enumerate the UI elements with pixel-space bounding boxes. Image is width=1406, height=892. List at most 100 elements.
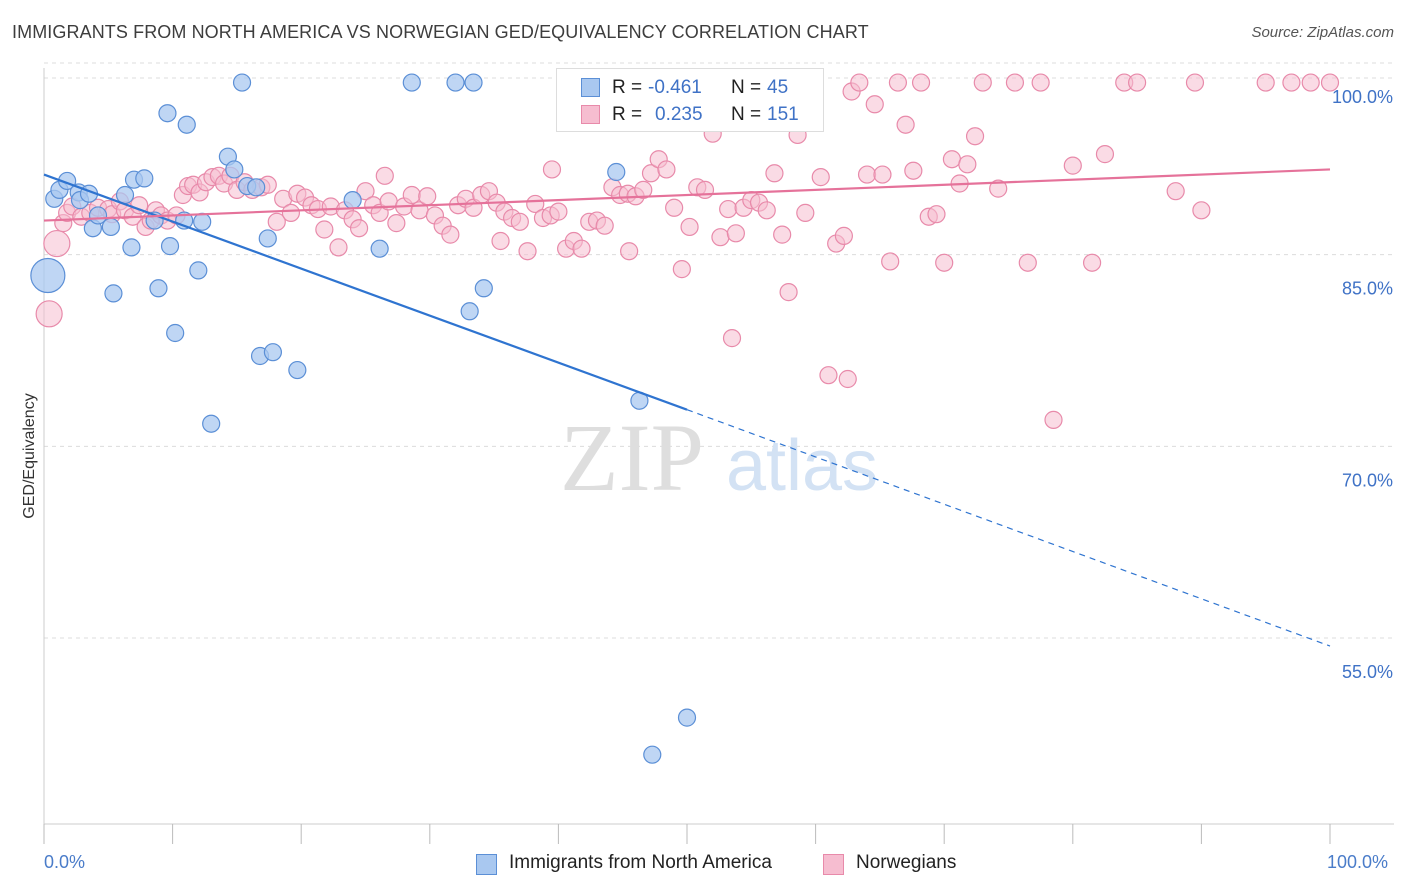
chart-title: IMMIGRANTS FROM NORTH AMERICA VS NORWEGI… [12, 22, 869, 42]
norwegians-point [491, 231, 510, 251]
norwegians-point [850, 73, 869, 92]
norwegians-point [896, 115, 915, 134]
norwegians-point [542, 160, 562, 179]
norwegians-point [1127, 73, 1147, 92]
norwegians-point [518, 242, 537, 261]
y-tick-label: 100.0% [1332, 87, 1393, 107]
norwegians-point [722, 329, 742, 348]
norwegians-point [510, 212, 529, 231]
north-america-point [177, 115, 196, 134]
norwegians-point [1018, 253, 1037, 272]
norwegians-point [779, 283, 798, 302]
norwegians-point [657, 160, 676, 179]
norwegians-point [402, 185, 421, 205]
norwegians-point [1063, 156, 1082, 175]
north-america-point [232, 73, 252, 92]
north-america-point [677, 708, 697, 727]
legend-r-label: R = [612, 104, 643, 125]
legend-n-value: 45 [767, 77, 789, 98]
norwegians-point [680, 217, 699, 237]
north-america-point [160, 237, 180, 256]
norwegians-point [526, 194, 545, 214]
watermark-atlas: atlas [726, 426, 878, 506]
norwegians-point [965, 127, 985, 146]
north-america-point [193, 212, 212, 231]
north-america-point [464, 73, 483, 92]
watermark-zip: ZIP [560, 404, 704, 511]
norwegians-point [387, 214, 406, 233]
norwegians-point [1256, 73, 1275, 92]
north-america-point [122, 238, 141, 257]
norwegians-point [958, 155, 977, 174]
norwegians-point [819, 366, 838, 385]
norwegians-point [672, 260, 691, 279]
north-america-point [263, 343, 283, 362]
north-america-point [149, 279, 168, 298]
norwegians-point [942, 150, 962, 169]
norwegians-point [773, 225, 792, 244]
grid-lines [44, 62, 1394, 639]
norwegians-point [1095, 145, 1115, 164]
norwegians-point [796, 203, 815, 222]
norwegians-point [726, 224, 745, 243]
norwegians-point [1082, 253, 1102, 272]
norwegians-point [349, 219, 369, 238]
north-america-point [643, 745, 662, 764]
norwegians-point [665, 198, 684, 217]
norwegians-trend-line [43, 168, 1331, 222]
norwegians-point [329, 238, 348, 257]
norwegians-point [620, 242, 639, 261]
norwegians-point [935, 253, 954, 272]
norwegians-point [1044, 410, 1063, 429]
norwegians-point [989, 179, 1008, 198]
norwegians-point [1166, 182, 1185, 201]
north-america-point [88, 206, 108, 225]
north-america-points [30, 73, 697, 764]
source-label: Source: ZipAtlas.com [1251, 24, 1394, 41]
norwegians-point [315, 220, 334, 239]
correlation-legend: R = -0.461 N = 45 R = 0.235 N = 151 [556, 68, 824, 132]
north-america-point [288, 360, 307, 380]
north-america-point [202, 414, 221, 433]
norwegians-point [927, 205, 946, 224]
north-america-point [460, 302, 479, 321]
norwegians-point [865, 95, 884, 114]
north-america-point [258, 229, 277, 248]
norwegians-point [356, 182, 375, 201]
north-america-point [402, 73, 421, 92]
norwegians-point [857, 165, 877, 184]
norwegians-point [695, 180, 715, 199]
north-america-point [104, 284, 123, 303]
norwegians-point [1192, 201, 1211, 220]
north-america-point [101, 217, 120, 237]
y-tick-label: 70.0% [1342, 470, 1393, 490]
norwegians-point [873, 165, 892, 184]
norwegians-point [267, 212, 286, 231]
north-america-point [166, 323, 185, 343]
norwegians-point [595, 216, 614, 235]
trend-lines [43, 168, 1331, 647]
watermark: ZIP atlas [560, 404, 878, 511]
north-america-point [446, 73, 465, 92]
north-america-trend-line [43, 173, 688, 411]
y-tick-label: 55.0% [1342, 662, 1393, 682]
x-tick-label-min: 0.0% [44, 852, 86, 872]
north-america-point [158, 104, 177, 123]
y-axis-label: GED/Equivalency [21, 393, 38, 519]
norwegians-point [911, 73, 931, 92]
legend-n-value: 151 [767, 104, 799, 125]
legend-r-value: -0.461 [648, 77, 702, 98]
norwegians-point [904, 161, 923, 180]
norwegians-point [1185, 73, 1205, 92]
north-america-point [225, 160, 244, 179]
legend-r-value: 0.235 [655, 104, 703, 125]
legend-n-label: N = [731, 104, 762, 125]
norwegians-point [1005, 73, 1025, 92]
norwegians-point [711, 228, 730, 247]
norwegians-point [418, 187, 437, 206]
north-america-trend-extension [686, 409, 1331, 647]
bottom-legend-label: Norwegians [856, 852, 957, 873]
norwegians-point [1320, 73, 1340, 92]
norwegians-point [811, 168, 830, 187]
legend-swatch-pink [581, 105, 600, 124]
